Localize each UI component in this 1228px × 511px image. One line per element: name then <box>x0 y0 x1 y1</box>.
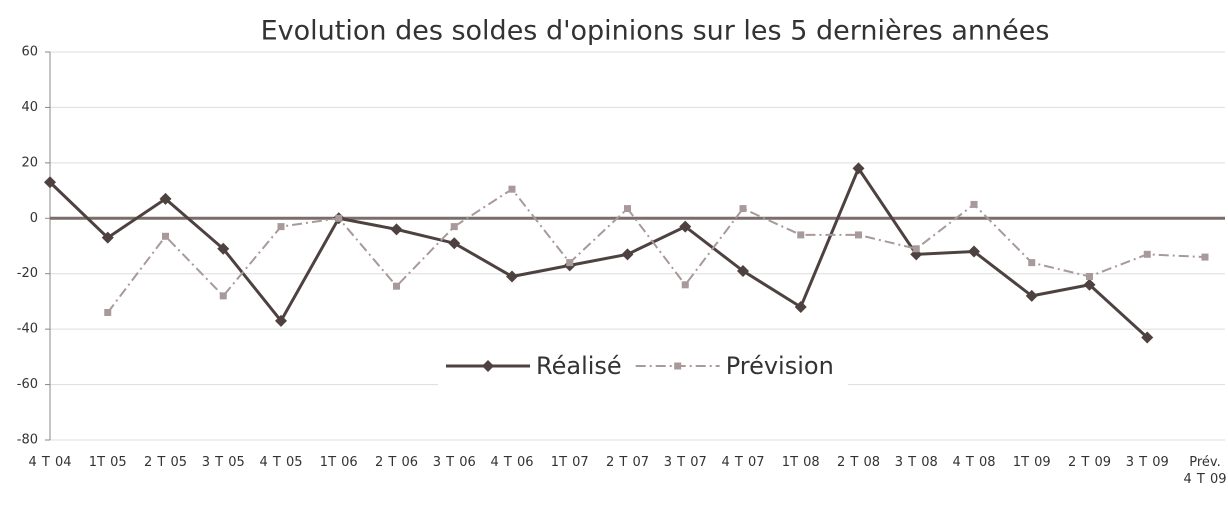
point <box>450 223 458 231</box>
x-tick-label: 1T 09 <box>1012 455 1051 470</box>
x-tick-label: 4 T 04 <box>28 455 72 470</box>
x-tick-label: 3 T 06 <box>432 455 476 470</box>
point <box>566 259 574 267</box>
point <box>1025 289 1038 302</box>
y-tick-label: -80 <box>17 433 38 448</box>
point <box>508 185 516 193</box>
x-tick-label: 4 T 06 <box>490 455 534 470</box>
point <box>679 220 692 233</box>
x-tick-label: 3 T 07 <box>663 455 707 470</box>
point <box>1143 250 1151 258</box>
x-tick-label: 2 T 06 <box>374 455 419 470</box>
point <box>390 223 403 236</box>
point <box>970 200 978 208</box>
x-tick-label: 2 T 08 <box>836 455 881 470</box>
point <box>159 192 172 205</box>
x-tick-label: 1T 05 <box>88 455 127 470</box>
point <box>101 231 114 244</box>
point <box>1086 272 1093 280</box>
point <box>1083 278 1096 291</box>
point <box>219 292 227 300</box>
point <box>44 176 56 189</box>
series-line <box>48 165 1149 339</box>
legend-marker <box>482 360 494 372</box>
series-line <box>106 187 1206 314</box>
x-tick-label: Prév. 4 T 09 <box>1183 455 1227 487</box>
point <box>217 242 230 255</box>
x-tick-label: 2 T 05 <box>143 455 188 470</box>
point <box>624 205 631 213</box>
legend-marker <box>674 362 682 370</box>
point <box>393 282 400 290</box>
point <box>737 264 749 277</box>
x-tick-label: 1T 07 <box>550 455 589 470</box>
point <box>794 300 807 313</box>
point <box>912 245 920 253</box>
chart-title: Evolution des soldes d'opinions sur les … <box>261 16 1050 47</box>
x-tick-label: 1T 06 <box>319 455 358 470</box>
x-tick-label: 4 T 05 <box>259 455 303 470</box>
point <box>275 314 287 327</box>
point <box>277 223 285 231</box>
point <box>104 309 112 317</box>
y-tick-label: 60 <box>21 45 38 60</box>
x-tick-label: 3 T 08 <box>894 455 938 470</box>
point <box>162 232 169 240</box>
y-tick-label: 0 <box>30 211 38 226</box>
x-tick-label: 4 T 08 <box>952 455 996 470</box>
point <box>681 281 689 289</box>
point <box>448 237 461 250</box>
point <box>855 231 862 239</box>
y-tick-label: 20 <box>21 155 38 170</box>
x-tick-label: 4 T 07 <box>721 455 765 470</box>
y-tick-label: -20 <box>17 266 38 281</box>
x-tick-label: 2 T 09 <box>1067 455 1112 470</box>
point <box>621 248 634 261</box>
y-tick-label: 40 <box>21 100 38 115</box>
x-tick-label: 2 T 07 <box>605 455 650 470</box>
point <box>335 214 343 222</box>
point <box>1201 253 1209 261</box>
legend-label: Prévision <box>726 352 834 380</box>
point <box>1141 331 1154 344</box>
point <box>968 245 980 258</box>
point <box>852 162 865 175</box>
x-tick-label: 3 T 05 <box>201 455 245 470</box>
x-tick-label: 3 T 09 <box>1125 455 1169 470</box>
point <box>1028 259 1036 267</box>
x-tick-label: 1T 08 <box>781 455 820 470</box>
y-tick-label: -60 <box>17 377 38 392</box>
y-tick-label: -40 <box>17 322 38 337</box>
point <box>797 231 805 239</box>
point <box>739 205 747 213</box>
legend-label: Réalisé <box>536 352 622 380</box>
point <box>506 270 518 283</box>
